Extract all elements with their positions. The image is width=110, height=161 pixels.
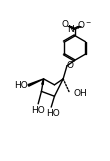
Text: O: O bbox=[62, 20, 69, 29]
Text: HO: HO bbox=[14, 81, 28, 90]
Text: O: O bbox=[66, 61, 73, 70]
Polygon shape bbox=[28, 79, 44, 86]
Polygon shape bbox=[42, 79, 44, 85]
Text: HO: HO bbox=[47, 109, 60, 118]
Text: HO: HO bbox=[31, 106, 45, 115]
Text: N$^+$: N$^+$ bbox=[67, 23, 82, 35]
Text: O$^-$: O$^-$ bbox=[77, 19, 92, 30]
Text: OH: OH bbox=[73, 89, 87, 98]
